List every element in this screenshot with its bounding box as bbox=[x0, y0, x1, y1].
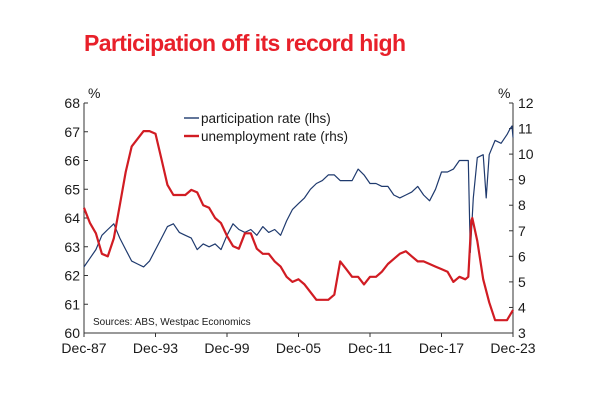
left-tick-label: 60 bbox=[64, 325, 80, 341]
right-tick-label: 9 bbox=[518, 172, 526, 188]
left-tick-label: 68 bbox=[64, 95, 80, 111]
legend-label: unemployment rate (rhs) bbox=[201, 129, 348, 144]
right-tick-label: 4 bbox=[518, 299, 526, 315]
right-tick-label: 10 bbox=[518, 146, 534, 162]
right-tick-label: 5 bbox=[518, 274, 526, 290]
x-tick-label: Dec-99 bbox=[204, 340, 249, 356]
right-tick-label: 12 bbox=[518, 95, 534, 111]
participation-rate-line bbox=[83, 125, 514, 268]
right-tick-label: 11 bbox=[518, 121, 533, 137]
x-tick-label: Dec-93 bbox=[133, 340, 178, 356]
unemployment-rate-line bbox=[82, 130, 514, 322]
x-tick-label: Dec-87 bbox=[61, 340, 106, 356]
right-tick-label: 3 bbox=[518, 325, 526, 341]
right-axis-unit: % bbox=[498, 85, 510, 101]
left-tick-label: 62 bbox=[64, 268, 80, 284]
left-tick-label: 66 bbox=[64, 153, 80, 169]
left-tick-label: 65 bbox=[64, 181, 80, 197]
left-tick-label: 63 bbox=[64, 239, 80, 255]
x-tick-label: Dec-17 bbox=[419, 340, 464, 356]
left-tick-label: 61 bbox=[64, 296, 80, 312]
legend-label: participation rate (lhs) bbox=[201, 111, 331, 126]
right-tick-label: 6 bbox=[518, 248, 526, 264]
left-tick-label: 64 bbox=[64, 210, 80, 226]
x-tick-label: Dec-11 bbox=[348, 340, 392, 356]
chart-title: Participation off its record high bbox=[84, 30, 406, 56]
left-tick-label: 67 bbox=[64, 124, 80, 140]
x-tick-label: Dec-05 bbox=[276, 340, 321, 356]
right-tick-label: 7 bbox=[518, 223, 526, 239]
left-axis-unit: % bbox=[88, 85, 100, 101]
x-tick-label: Dec-23 bbox=[490, 340, 535, 356]
source-note: Sources: ABS, Westpac Economics bbox=[93, 317, 251, 328]
right-tick-label: 8 bbox=[518, 197, 526, 213]
